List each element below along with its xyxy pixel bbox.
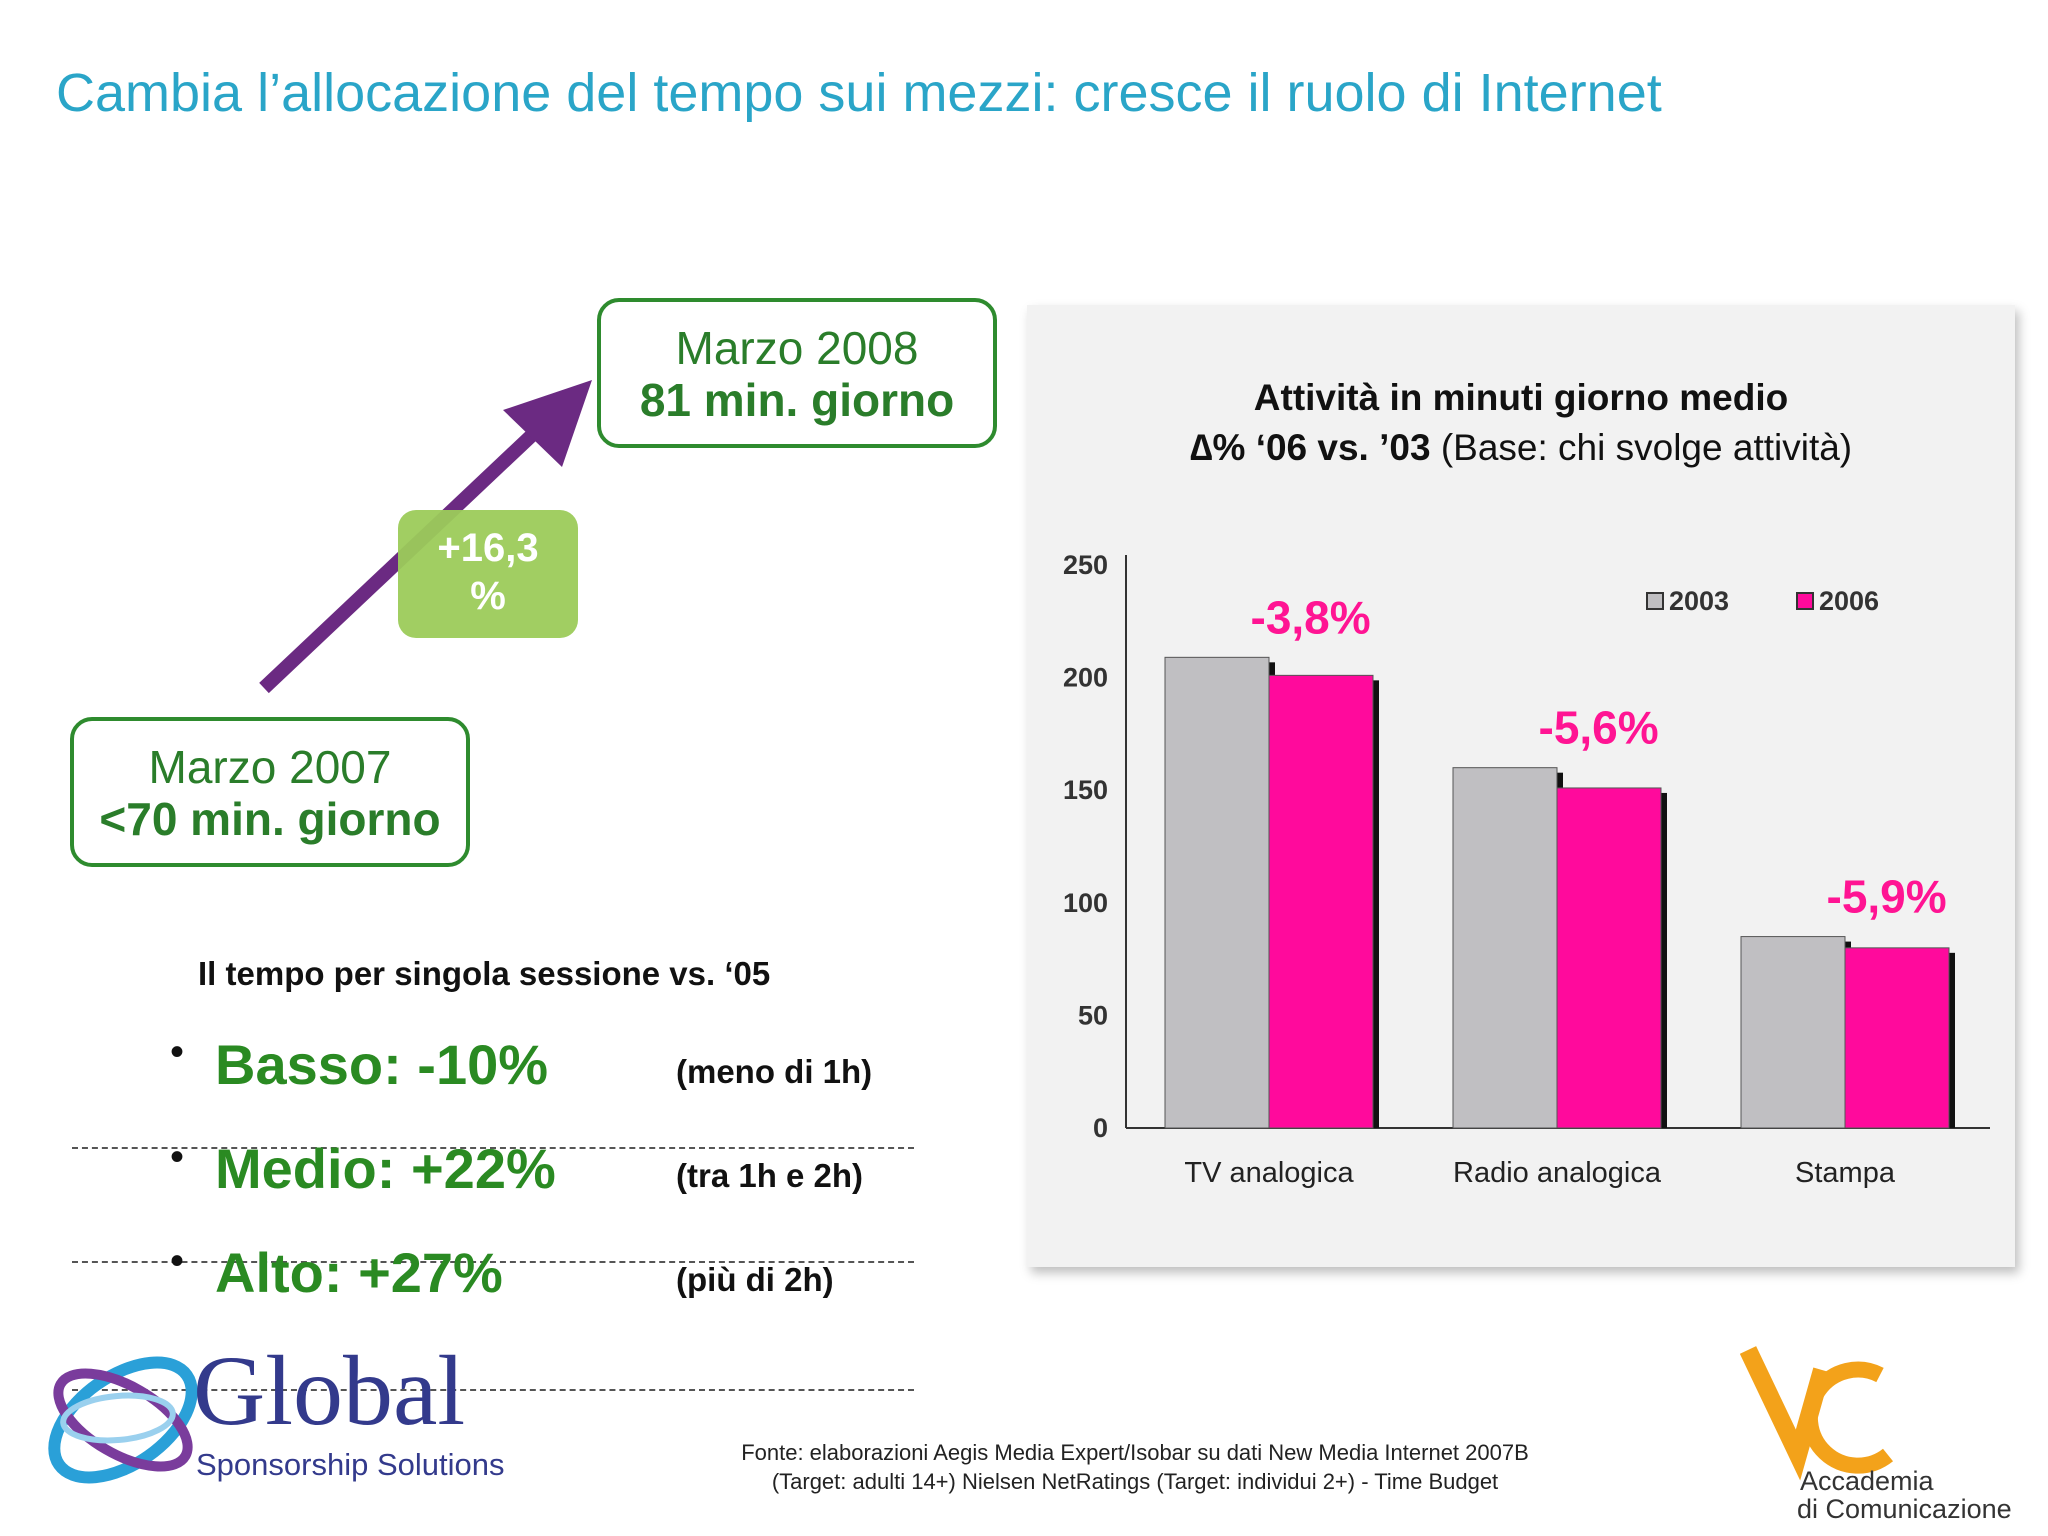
divider (72, 1147, 914, 1149)
y-tick-label: 250 (1063, 550, 1108, 580)
legend-swatch-2006 (1796, 592, 1814, 610)
logo-ac-c-stroke (1801, 1361, 1894, 1474)
logo-swirl-purple (53, 1368, 193, 1472)
bar-2006-0 (1268, 674, 1374, 1129)
end-value: 81 min. giorno (639, 374, 955, 426)
legend-label: 2003 (1669, 586, 1729, 616)
bullet-icon: • (170, 1030, 185, 1074)
chart-subtitle-rest: (Base: chi svolge attività) (1430, 427, 1853, 468)
bullet-icon: • (170, 1239, 185, 1283)
range-basso: (meno di 1h) (676, 1053, 873, 1090)
legend-label: 2006 (1819, 586, 1879, 616)
growth-badge-line1: +16,3 (437, 526, 539, 570)
bar-2006-2 (1844, 947, 1950, 1129)
y-tick-label: 100 (1063, 888, 1108, 918)
y-tick-label: 0 (1093, 1113, 1108, 1143)
change-annotation: -5,9% (1827, 871, 1947, 923)
x-tick-label: TV analogica (1184, 1157, 1354, 1189)
level-basso: Basso: -10% (215, 1033, 549, 1096)
range-medio: (tra 1h e 2h) (676, 1157, 864, 1194)
chart-panel: Attività in minuti giorno medio ∆% ‘06 v… (1027, 305, 2015, 1267)
source-line2: (Target: adulti 14+) Nielsen NetRatings … (771, 1469, 1499, 1494)
logo-ac-line2: di Comunicazione (1797, 1494, 2012, 1524)
legend-swatch-2003 (1646, 592, 1664, 610)
bar-2003-1 (1452, 767, 1558, 1129)
change-annotation: -3,8% (1251, 591, 1371, 643)
start-box: Marzo 2007 <70 min. giorno (70, 717, 470, 867)
start-value: <70 min. giorno (99, 793, 441, 845)
logo-global-sub: Sponsorship Solutions (196, 1447, 504, 1482)
bar-2003-0 (1164, 656, 1270, 1129)
change-annotation: -5,6% (1539, 702, 1659, 754)
y-tick-label: 150 (1063, 775, 1108, 805)
slide-title: Cambia l’allocazione del tempo sui mezzi… (56, 63, 1662, 123)
bullet-icon: • (170, 1135, 185, 1179)
accademia-logo: Accademia di Comunicazione (1740, 1346, 2012, 1524)
level-alto: Alto: +27% (215, 1241, 503, 1304)
session-heading: Il tempo per singola sessione vs. ‘05 (198, 955, 771, 992)
source-note: Fonte: elaborazioni Aegis Media Expert/I… (560, 1438, 1710, 1496)
start-label: Marzo 2007 (148, 741, 392, 793)
bar-2003-2 (1740, 936, 1846, 1129)
end-label: Marzo 2008 (675, 322, 919, 374)
logo-global-name: Global (193, 1338, 465, 1446)
bar-chart: 0 50 100 150 200 250 TV analogica -3,8% Radio an… (1063, 550, 1990, 1189)
x-tick-label: Stampa (1795, 1157, 1896, 1189)
chart-subtitle-bold: ∆% ‘06 vs. ’03 (1189, 427, 1431, 468)
logo-swirl-light (60, 1392, 176, 1444)
logo-ac-line1: Accademia (1800, 1466, 1935, 1496)
y-tick-label: 200 (1063, 663, 1108, 693)
growth-badge-line2: % (470, 574, 506, 618)
chart-subtitle: ∆% ‘06 vs. ’03 (Base: chi svolge attivit… (1027, 427, 2015, 469)
global-logo: Global Sponsorship Solutions (48, 1338, 504, 1484)
chart-title: Attività in minuti giorno medio (1253, 377, 1789, 418)
x-tick-label: Radio analogica (1453, 1157, 1662, 1189)
y-tick-label: 50 (1078, 1000, 1108, 1030)
level-medio: Medio: +22% (215, 1137, 556, 1200)
bar-2006-1 (1556, 787, 1662, 1129)
end-box: Marzo 2008 81 min. giorno (597, 298, 997, 448)
divider (72, 1389, 914, 1391)
source-line1: Fonte: elaborazioni Aegis Media Expert/I… (741, 1440, 1529, 1465)
range-alto: (più di 2h) (676, 1261, 834, 1298)
divider (72, 1261, 914, 1263)
growth-badge: +16,3 % (398, 510, 578, 638)
logo-swirl-blue (48, 1356, 198, 1484)
growth-arrow-head (503, 380, 592, 467)
